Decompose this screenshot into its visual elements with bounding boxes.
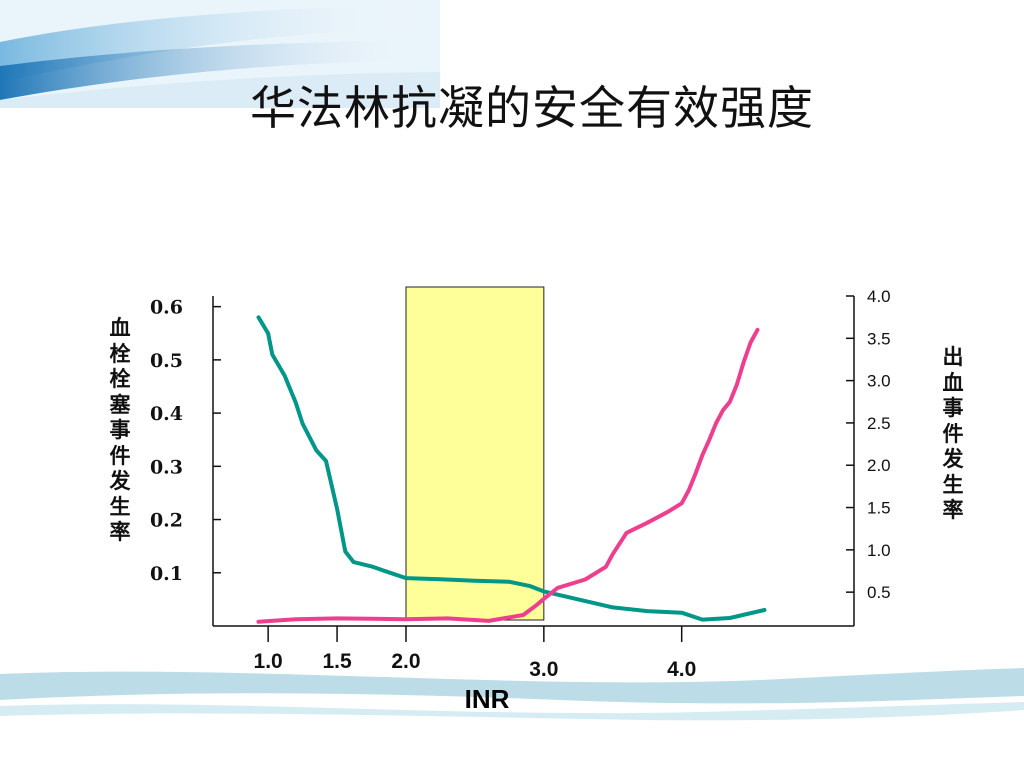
x-tick-label: 3.0: [529, 658, 558, 681]
footer-wave-decoration: [0, 668, 1024, 721]
right-tick-label: 1.5: [867, 499, 891, 518]
left-tick-label: 0.5: [150, 350, 183, 372]
thrombosis-curve: [256, 315, 767, 622]
header-swoosh-decoration: [0, 0, 440, 108]
x-axis-ticks: 1.0 1.5 2.0 3.0 4.0: [254, 626, 696, 681]
right-axis-ticks: 4.0 3.5 3.0 2.5 2.0 1.5 1.0 0.5: [846, 287, 891, 602]
right-tick-label: 3.0: [867, 372, 891, 391]
right-axis-label: 出血事件发生率: [942, 345, 964, 522]
right-tick-label: 4.0: [867, 287, 891, 306]
right-tick-label: 0.5: [867, 583, 891, 602]
right-tick-label: 2.5: [867, 414, 891, 433]
target-range-box: [405, 286, 545, 621]
left-tick-label: 0.3: [150, 456, 183, 478]
x-tick-label: 2.0: [391, 650, 420, 673]
x-tick-label: 1.0: [254, 650, 283, 673]
left-tick-label: 0.4: [150, 403, 183, 425]
left-tick-label: 0.1: [150, 563, 183, 585]
slide-title: 华法林抗凝的安全有效强度: [250, 81, 814, 135]
left-tick-label: 0.2: [150, 510, 183, 532]
x-tick-label: 4.0: [667, 658, 696, 681]
right-tick-label: 3.5: [867, 329, 891, 348]
series-layer: [256, 315, 767, 624]
left-tick-label: 0.6: [150, 297, 183, 319]
bleeding-curve: [256, 327, 760, 624]
right-tick-label: 1.0: [867, 541, 891, 560]
left-axis-ticks: 0.6 0.5 0.4 0.3 0.2 0.1: [150, 297, 221, 585]
left-axis-label: 血栓栓塞事件发生率: [109, 316, 131, 544]
axes: [212, 296, 855, 627]
x-tick-label: 1.5: [322, 650, 352, 673]
x-axis-label: INR: [464, 684, 510, 714]
right-tick-label: 2.0: [867, 456, 891, 475]
